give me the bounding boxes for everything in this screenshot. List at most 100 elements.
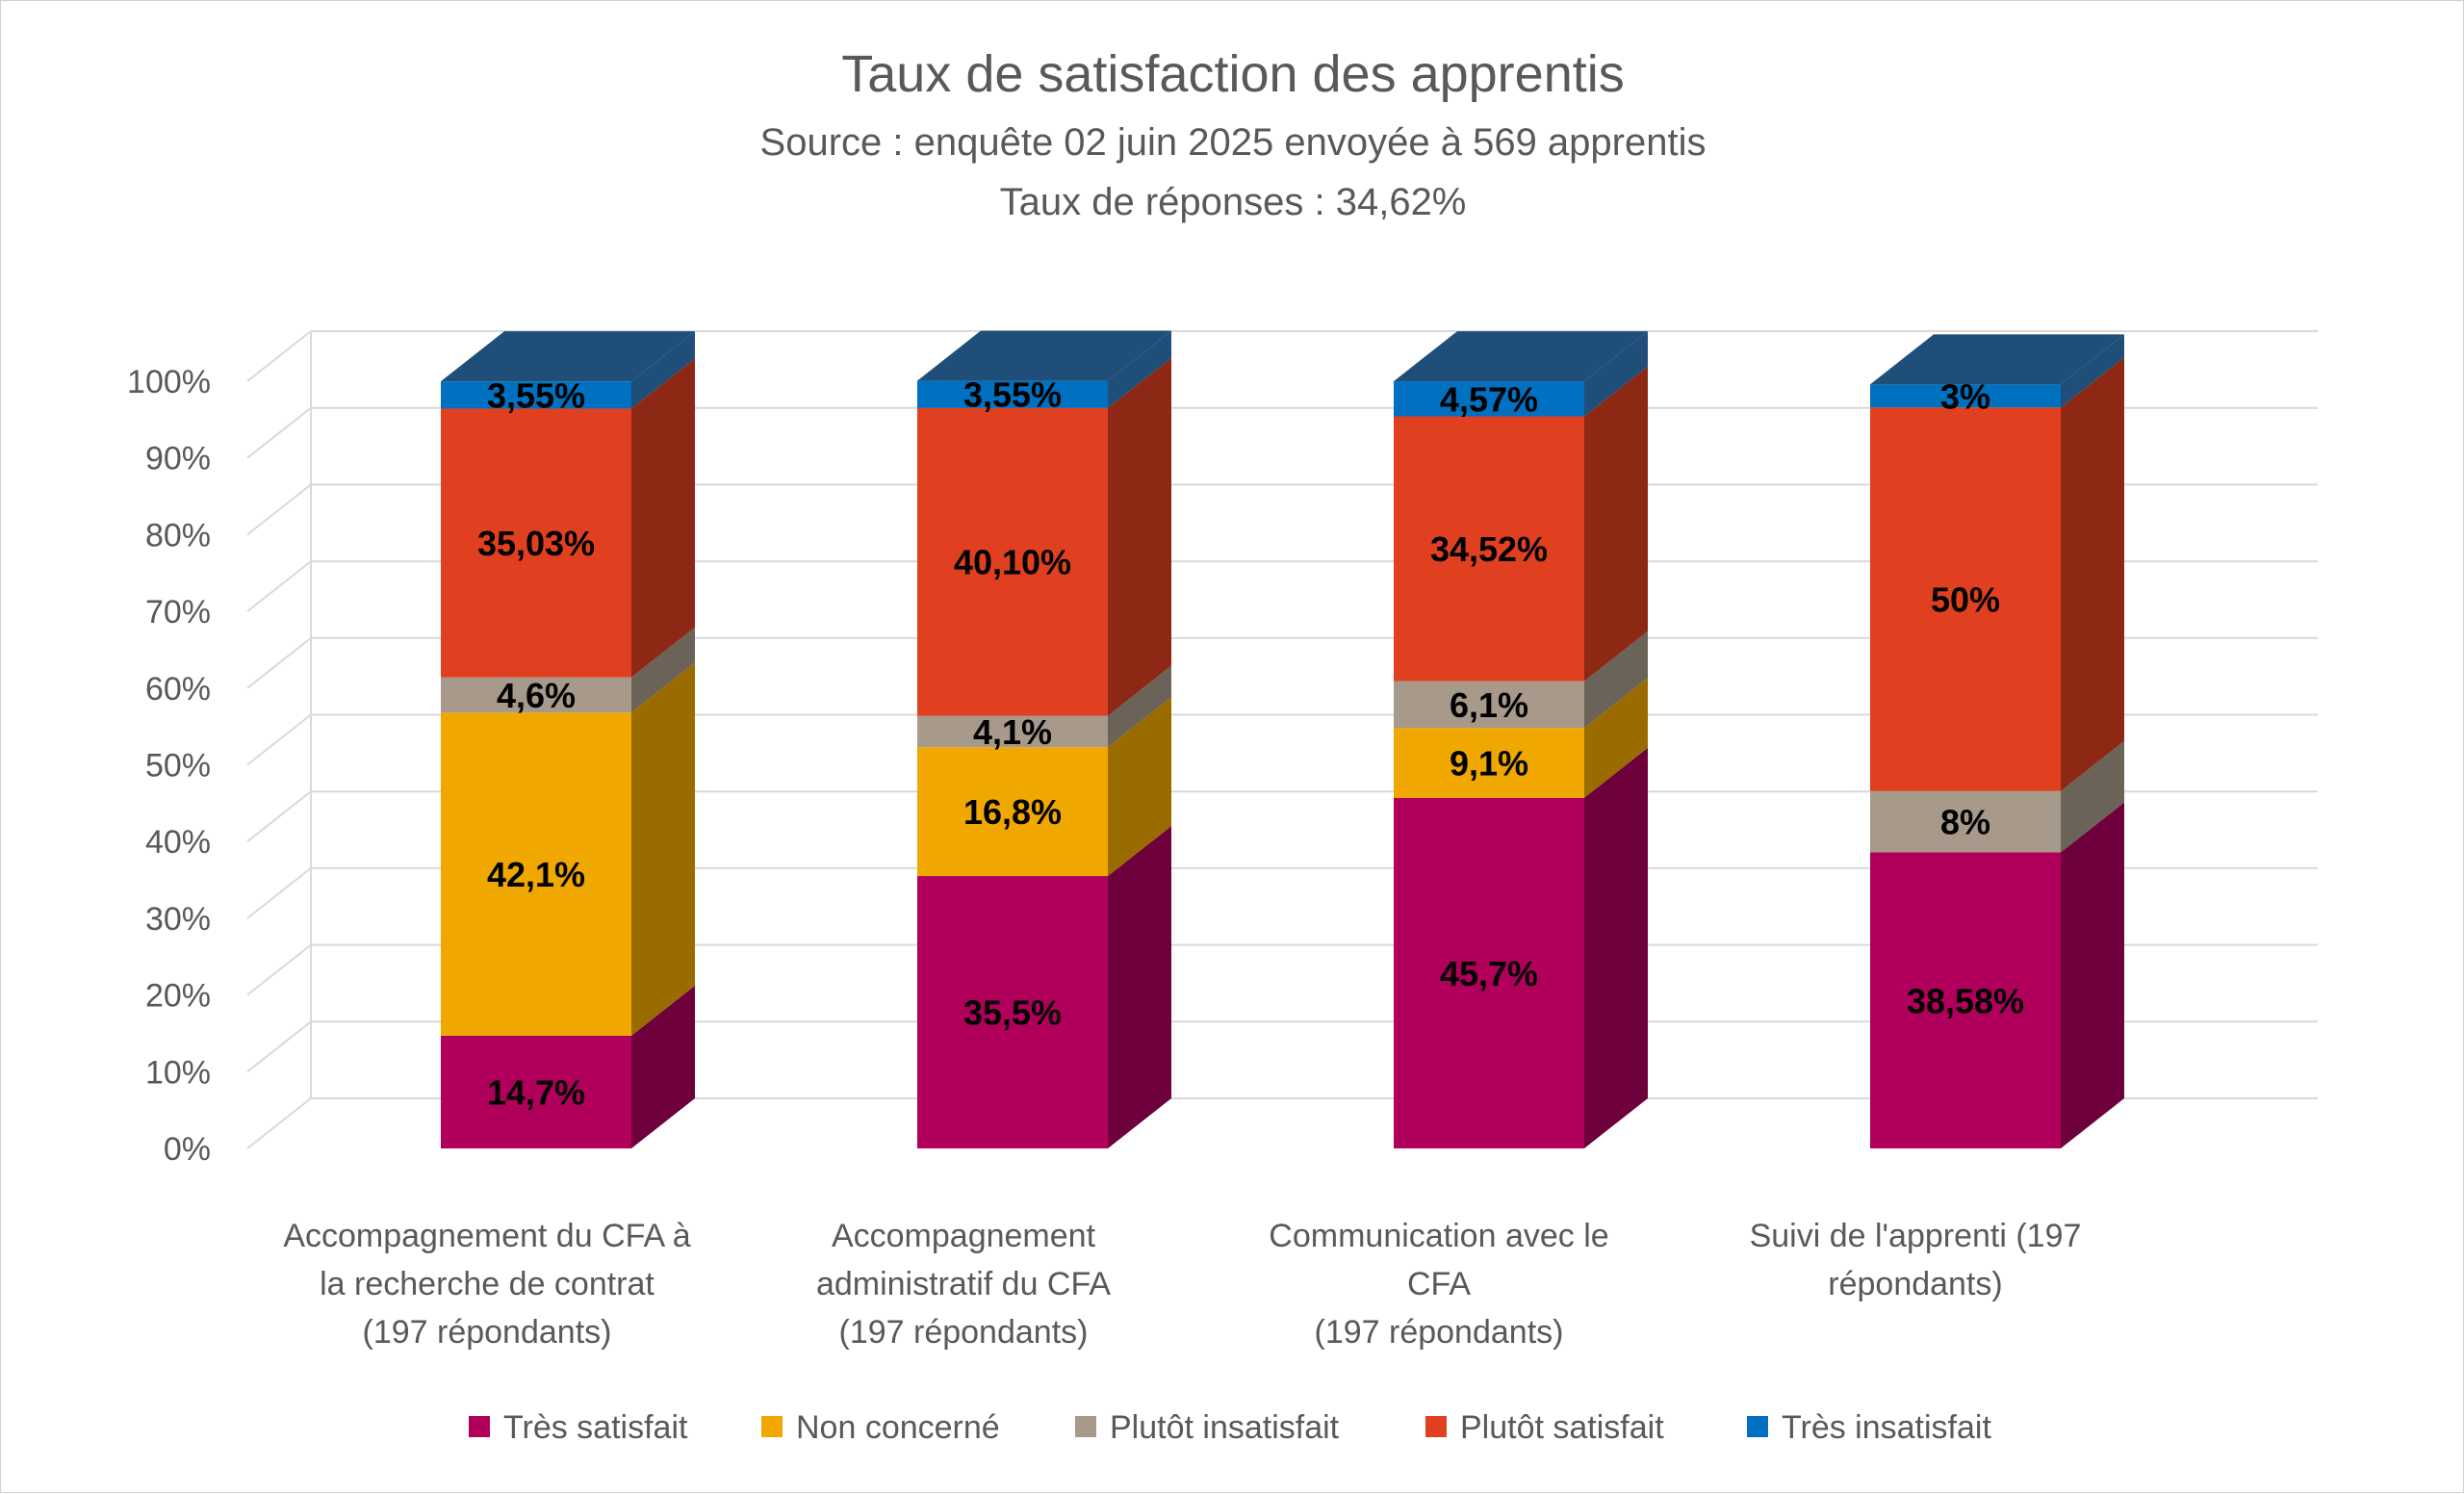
- bar-segment-front: [441, 677, 631, 713]
- legend: Très satisfait Non concerné Plutôt insatis…: [469, 1409, 1991, 1446]
- data-label: 3%: [1940, 376, 1990, 416]
- bar-segment-front: [441, 1035, 631, 1148]
- bar-segment-side: [631, 331, 695, 409]
- bar-segment-front: [917, 407, 1108, 716]
- bar-segment-front: [1394, 681, 1584, 729]
- bar-segment-front: [1394, 416, 1584, 682]
- data-label: 4,6%: [497, 676, 576, 715]
- y-tick-label: 30%: [145, 901, 211, 938]
- bar-segment-front: [1394, 381, 1584, 417]
- bar-segment-side: [631, 662, 695, 1036]
- category-label-line: (197 répondants): [1315, 1314, 1564, 1351]
- bar-segment-side: [1584, 631, 1648, 729]
- x-axis-category-labels: Accompagnement du CFA à la recherche de c…: [283, 1218, 2081, 1351]
- legend-swatch: [469, 1416, 490, 1437]
- category-label-line: Suivi de l'apprenti (197: [1750, 1218, 2082, 1254]
- category-label: Accompagnement du CFA à la recherche de c…: [283, 1218, 690, 1351]
- category-label: Accompagnement administratif du CFA (197 r…: [816, 1218, 1111, 1351]
- grid-line-diagonal: [246, 483, 312, 536]
- data-label: 16,8%: [963, 792, 1062, 832]
- category-label: Suivi de l'apprenti (197 répondants): [1750, 1218, 2082, 1302]
- y-tick-label: 100%: [127, 364, 211, 400]
- legend-item: Très satisfait: [469, 1409, 688, 1446]
- grid-line-diagonal: [246, 1097, 312, 1149]
- data-label: 35,03%: [477, 524, 595, 563]
- grid-line-diagonal: [246, 713, 312, 766]
- bar-segment-front: [917, 715, 1108, 748]
- bar-segment-front: [917, 876, 1108, 1148]
- bar-segment-side: [1584, 366, 1648, 682]
- bar-segment-side: [1108, 665, 1171, 748]
- bar-segment-front: [1870, 384, 2061, 408]
- category-label-line: répondants): [1828, 1266, 2002, 1302]
- data-label: 14,7%: [487, 1072, 585, 1112]
- grid-line-diagonal: [246, 943, 312, 996]
- y-tick-label: 70%: [145, 594, 211, 631]
- category-label-line: Communication avec le: [1269, 1218, 1608, 1254]
- legend-swatch: [761, 1416, 783, 1437]
- y-tick-label: 60%: [145, 671, 211, 708]
- category-label-line: Accompagnement du CFA à: [283, 1218, 690, 1254]
- legend-label: Non concerné: [796, 1409, 1000, 1446]
- data-label: 50%: [1931, 580, 2000, 620]
- data-label: 6,1%: [1450, 685, 1528, 725]
- data-label: 4,1%: [973, 712, 1052, 752]
- bar-segment-front: [917, 380, 1108, 408]
- data-label: 38,58%: [1907, 981, 2024, 1020]
- bar-segment-front: [441, 712, 631, 1036]
- grid-line-diagonal: [246, 560, 312, 612]
- legend-label: Plutôt insatisfait: [1110, 1409, 1340, 1446]
- data-labels-layer: 14,7% 42,1% 4,6% 35,03% 3,55% 35,5% 16,8% 4,1% 4…: [477, 375, 2024, 1113]
- data-label: 35,5%: [963, 993, 1062, 1033]
- data-label: 3,55%: [963, 375, 1062, 415]
- category-label-line: CFA: [1407, 1266, 1471, 1302]
- data-label: 9,1%: [1450, 744, 1528, 784]
- category-label-line: administratif du CFA: [816, 1266, 1111, 1302]
- bar-top-face: [1870, 334, 2124, 385]
- y-tick-label: 40%: [145, 824, 211, 861]
- legend-swatch: [1075, 1416, 1096, 1437]
- category-label-line: (197 répondants): [839, 1314, 1089, 1351]
- chart-subtitle-source: Source : enquête 02 juin 2025 envoyée à …: [760, 121, 1707, 164]
- bar-segment-front: [1870, 852, 2061, 1148]
- bar-segment-side: [1108, 357, 1171, 716]
- legend-label: Très insatisfait: [1782, 1409, 1991, 1446]
- bar-segment-front: [1870, 407, 2061, 791]
- grid-line-diagonal: [246, 790, 312, 842]
- chart-title: Taux de satisfaction des apprentis: [841, 45, 1624, 103]
- category-label-line: Accompagnement: [832, 1218, 1096, 1254]
- bar-segment-front: [1870, 790, 2061, 853]
- bar-segment-side: [631, 985, 695, 1148]
- category-label-line: (197 répondants): [363, 1314, 612, 1351]
- bar-segment-side: [631, 627, 695, 713]
- y-tick-label: 90%: [145, 441, 211, 477]
- bar-stack: [917, 330, 1171, 1148]
- category-label: Communication avec le CFA (197 répondants): [1269, 1218, 1608, 1351]
- bar-segment-side: [1584, 678, 1648, 798]
- bar-stack: [441, 331, 695, 1148]
- y-tick-label: 20%: [145, 978, 211, 1015]
- legend-item: Très insatisfait: [1747, 1409, 1991, 1446]
- grid-line-diagonal: [246, 637, 312, 689]
- bar-segment-side: [1584, 747, 1648, 1148]
- data-label: 8%: [1940, 803, 1990, 842]
- bar-segment-side: [631, 358, 695, 678]
- y-tick-label: 10%: [145, 1054, 211, 1091]
- bar-segment-side: [2061, 357, 2124, 791]
- bar-segment-side: [2061, 334, 2124, 408]
- y-axis-tick-labels: 0% 10% 20% 30% 40% 50% 60% 70% 80% 90% 100%: [127, 364, 211, 1168]
- legend-swatch: [1425, 1416, 1447, 1437]
- y-tick-label: 50%: [145, 748, 211, 785]
- bar-segment-side: [1108, 330, 1171, 408]
- bar-segment-side: [1108, 826, 1171, 1148]
- bar-segment-side: [2061, 802, 2124, 1148]
- legend-label: Plutôt satisfait: [1460, 1409, 1664, 1446]
- bar-stack: [1394, 331, 1648, 1148]
- bar-top-face: [917, 330, 1171, 381]
- data-label: 34,52%: [1430, 529, 1548, 569]
- category-label-line: la recherche de contrat: [320, 1266, 654, 1302]
- bars-layer: [441, 330, 2124, 1148]
- bar-segment-front: [441, 408, 631, 678]
